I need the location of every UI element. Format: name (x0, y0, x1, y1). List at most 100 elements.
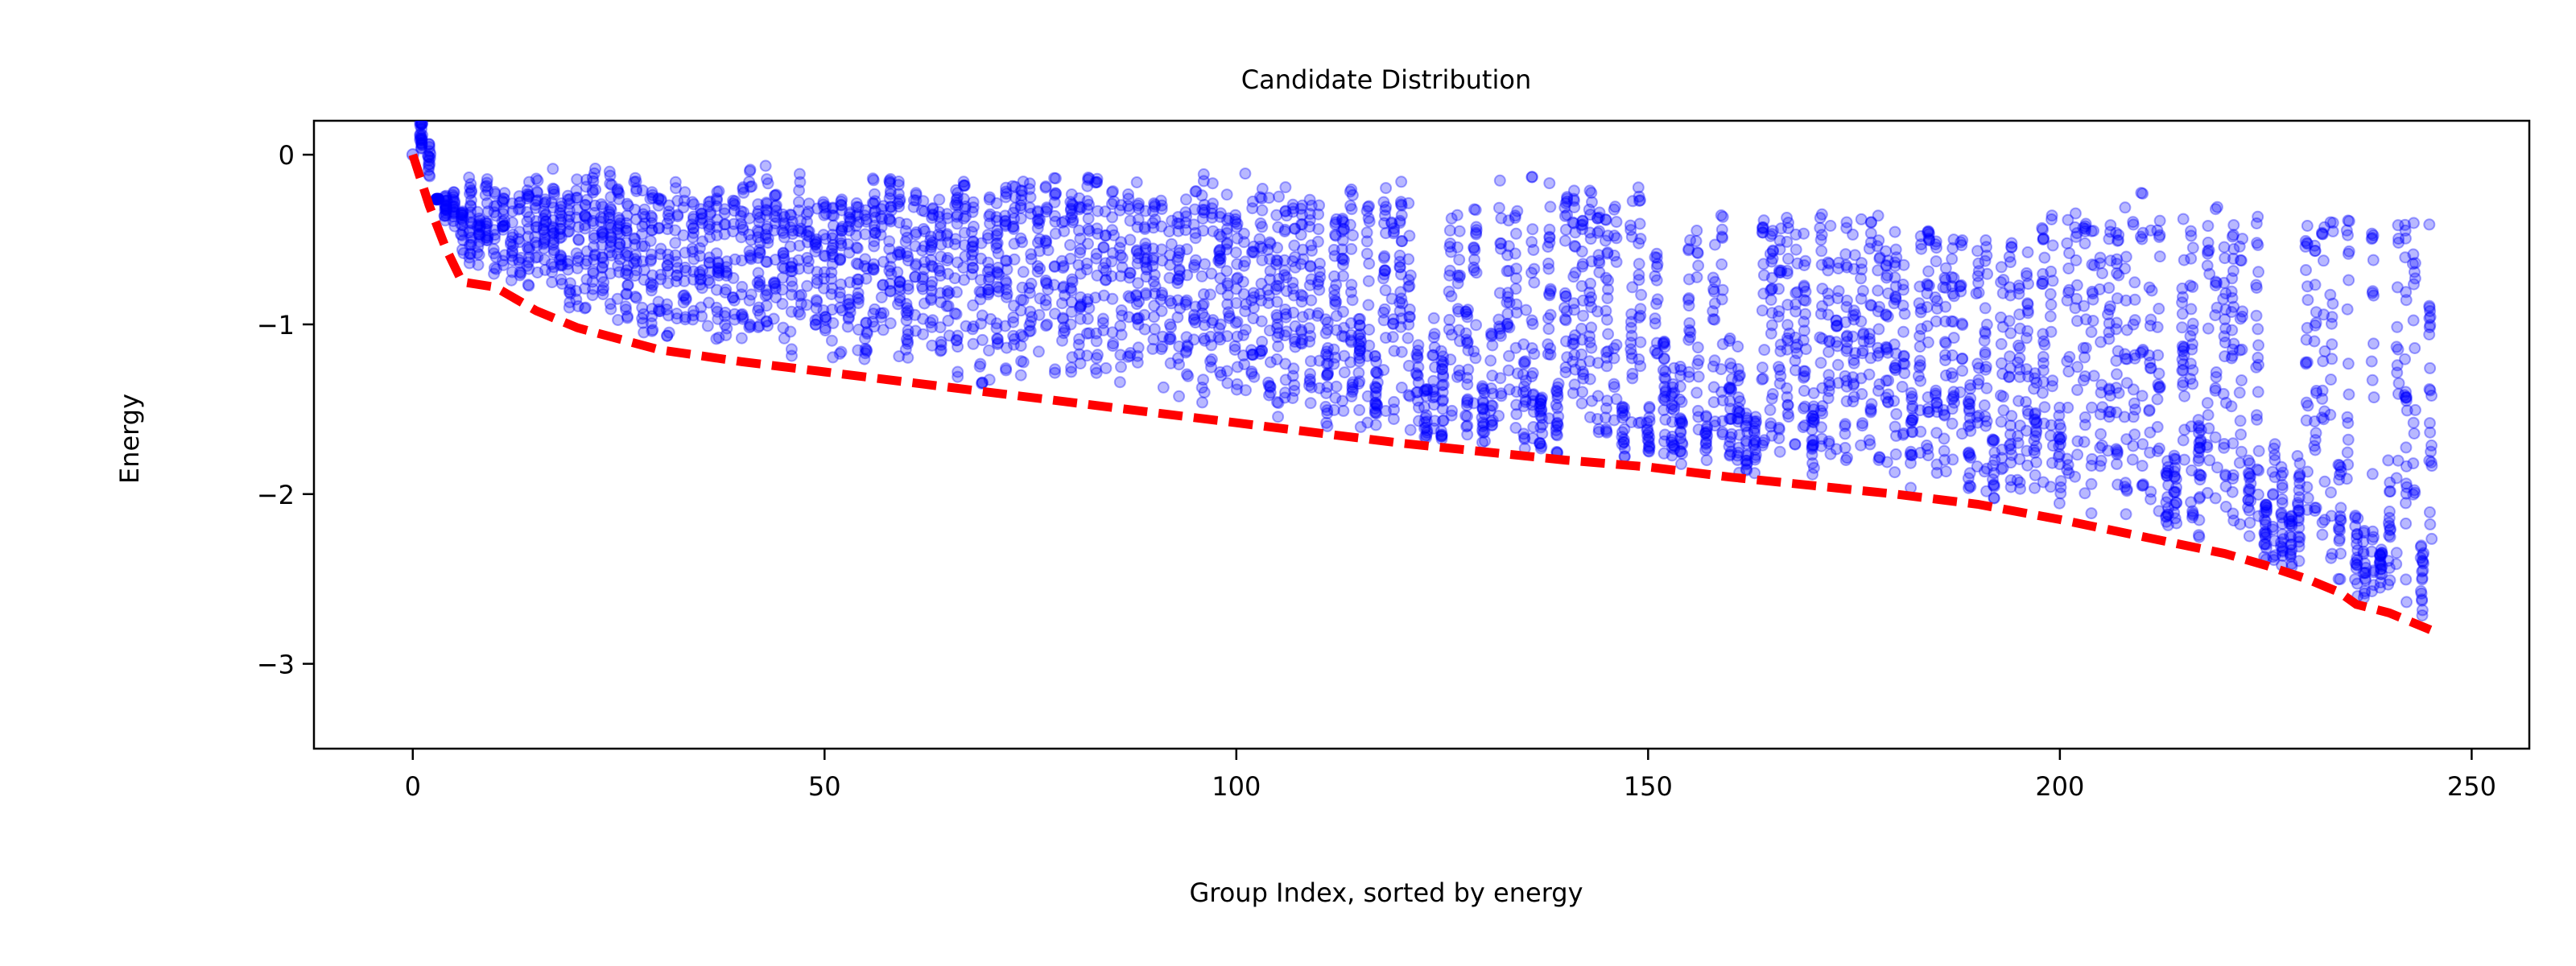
scatter-point (456, 208, 469, 221)
scatter-point (1766, 388, 1779, 400)
scatter-point (439, 214, 452, 227)
scatter-point (753, 320, 766, 332)
scatter-point (776, 271, 789, 284)
scatter-point (588, 207, 601, 219)
scatter-point (1437, 394, 1450, 407)
scatter-point (497, 208, 510, 221)
scatter-point (1822, 287, 1835, 300)
scatter-point (2293, 511, 2306, 524)
scatter-point (1352, 366, 1365, 379)
scatter-point (646, 217, 658, 229)
scatter-point (2416, 604, 2429, 617)
x-axis-label: Group Index, sorted by energy (1189, 877, 1583, 908)
scatter-point (564, 277, 576, 290)
scatter-point (1815, 421, 1827, 434)
scatter-point (2424, 518, 2437, 530)
scatter-point (712, 256, 724, 268)
scatter-point (587, 267, 600, 279)
scatter-point (777, 226, 790, 239)
scatter-point (1707, 271, 1719, 284)
scatter-point (630, 213, 643, 225)
scatter-point (753, 275, 766, 287)
scatter-point (776, 225, 789, 237)
scatter-point (447, 191, 460, 204)
scatter-point (735, 332, 748, 345)
scatter-point (654, 305, 667, 318)
scatter-point (645, 317, 658, 330)
scatter-point (1239, 167, 1252, 180)
scatter-point (1979, 327, 1992, 340)
scatter-point (1880, 245, 1893, 258)
scatter-point (694, 203, 707, 216)
scatter-point (1492, 410, 1505, 423)
scatter-point (1199, 258, 1212, 270)
scatter-point (2151, 393, 2164, 406)
scatter-point (620, 221, 633, 234)
scatter-point (652, 199, 665, 212)
scatter-point (760, 208, 773, 221)
scatter-point (2145, 485, 2157, 498)
scatter-point (1231, 316, 1244, 328)
scatter-point (1468, 242, 1480, 254)
scatter-point (2242, 493, 2255, 506)
scatter-point (2011, 473, 2024, 486)
scatter-point (464, 231, 477, 244)
scatter-point (415, 138, 428, 151)
scatter-point (597, 227, 610, 240)
scatter-point (2185, 303, 2198, 316)
scatter-point (628, 257, 640, 270)
scatter-point (613, 220, 625, 233)
scatter-point (1338, 366, 1351, 379)
scatter-point (1460, 420, 1473, 433)
scatter-point (605, 249, 618, 262)
scatter-point (1602, 328, 1615, 341)
scatter-point (678, 275, 691, 287)
scatter-point (613, 237, 626, 250)
scatter-point (720, 269, 733, 282)
scatter-point (1585, 187, 1598, 199)
scatter-point (2227, 219, 2240, 232)
scatter-point (1872, 234, 1885, 247)
scatter-point (1822, 392, 1835, 405)
scatter-point (414, 132, 427, 145)
scatter-point (670, 182, 682, 195)
scatter-point (423, 170, 436, 183)
scatter-point (2252, 351, 2264, 364)
scatter-point (522, 190, 535, 203)
scatter-point (2425, 445, 2438, 458)
scatter-point (580, 180, 592, 193)
scatter-point (646, 303, 658, 316)
scatter-point (652, 305, 665, 317)
scatter-point (513, 225, 526, 238)
scatter-point (1453, 254, 1466, 266)
scatter-point (579, 222, 592, 235)
scatter-point (1337, 305, 1349, 318)
scatter-point (621, 246, 634, 259)
scatter-point (2300, 264, 2312, 276)
scatter-point (1938, 432, 1951, 445)
scatter-point (514, 266, 526, 279)
scatter-point (547, 227, 560, 239)
scatter-point (1600, 402, 1612, 415)
scatter-point (2326, 297, 2339, 310)
scatter-point (605, 229, 617, 242)
y-tick-label: −2 (257, 480, 295, 510)
scatter-point (728, 294, 741, 307)
scatter-point (2400, 497, 2412, 510)
scatter-point (2400, 517, 2413, 530)
scatter-point (851, 242, 864, 254)
scatter-point (687, 213, 700, 225)
scatter-point (2046, 239, 2059, 252)
scatter-point (662, 248, 675, 261)
scatter-point (2250, 309, 2263, 322)
scatter-point (753, 247, 766, 259)
scatter-point (555, 258, 568, 270)
scatter-point (497, 254, 509, 267)
scatter-point (2343, 245, 2355, 258)
scatter-point (1797, 334, 1810, 347)
scatter-point (415, 138, 428, 151)
scatter-point (2079, 237, 2091, 250)
scatter-point (1206, 177, 1219, 190)
scatter-point (1856, 417, 1869, 430)
scatter-point (867, 263, 880, 276)
